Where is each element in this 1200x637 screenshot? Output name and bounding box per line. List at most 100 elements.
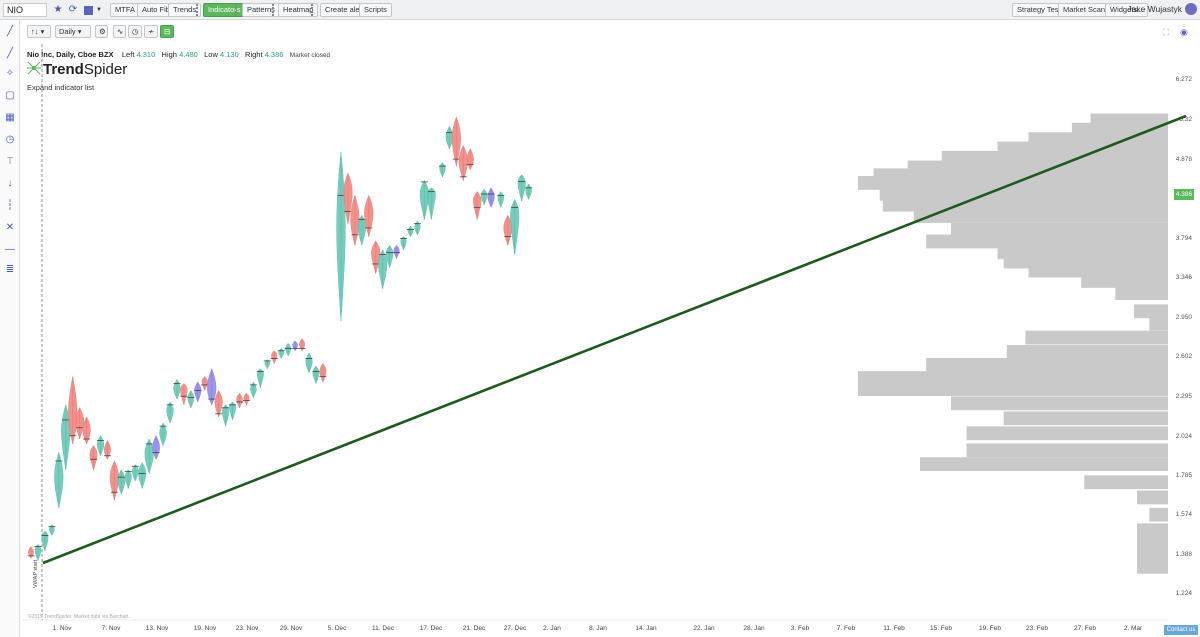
- mtfa-button[interactable]: MTFA: [110, 3, 140, 17]
- fill-tool-icon[interactable]: ▦: [5, 112, 15, 123]
- create-alert-button[interactable]: Create alert: [320, 3, 370, 17]
- y-tick-label: 3.346: [1176, 274, 1193, 281]
- candle: [451, 116, 461, 167]
- candle: [109, 460, 119, 501]
- contact-us-button[interactable]: Contact us: [1164, 625, 1198, 635]
- candle: [144, 438, 154, 475]
- right-value: 4.386: [264, 50, 284, 59]
- volume-profile-bar: [920, 457, 1168, 472]
- heatmap-button[interactable]: Heatmap: [278, 3, 319, 17]
- fib-tool-icon[interactable]: ≣: [5, 264, 15, 275]
- candle: [229, 401, 236, 421]
- candle: [54, 451, 64, 509]
- y-tick-label: 1.388: [1176, 551, 1193, 558]
- expand-indicator-list-link[interactable]: Expand indicator list: [27, 83, 95, 92]
- candle: [250, 381, 257, 399]
- copyright-text: ©2019 TrendSpider. Market data via Barch…: [28, 614, 130, 620]
- chevron-down-icon[interactable]: ▼: [96, 7, 102, 13]
- volume-profile-bar: [907, 160, 1168, 175]
- candle: [68, 376, 78, 444]
- patterns-menu-icon[interactable]: [272, 4, 274, 16]
- layout-toggle-icon[interactable]: ⊟: [160, 25, 174, 38]
- candle: [312, 365, 320, 385]
- candle: [378, 249, 388, 289]
- volume-profile-bar: [1137, 536, 1168, 551]
- timeframe-select[interactable]: Daily ▾: [55, 25, 91, 38]
- candle: [187, 390, 195, 409]
- left-label: Left: [121, 50, 135, 59]
- trendline-tool-icon[interactable]: ╱: [6, 26, 14, 37]
- indicators-menu-icon[interactable]: [235, 4, 237, 16]
- volume-profile-bar: [858, 176, 1168, 190]
- volume-profile-bar: [951, 222, 1168, 237]
- x-axis-ticks: 1. Nov 7. Nov 13. Nov 19. Nov 23. Nov 29. Nov…: [53, 625, 1185, 632]
- volume-profile-bar: [879, 186, 1168, 201]
- candle: [75, 407, 85, 440]
- symbol-search-input[interactable]: [3, 3, 47, 17]
- candles-group: [27, 116, 533, 562]
- candle: [41, 530, 49, 553]
- scripts-button[interactable]: Scripts: [359, 3, 392, 17]
- indicators-button[interactable]: Indicators: [203, 3, 246, 17]
- volume-profile-bar: [1149, 507, 1168, 522]
- crosshair-tool-icon[interactable]: ✕: [5, 222, 15, 233]
- rectangle-tool-icon[interactable]: ▢: [5, 90, 15, 101]
- magic-wand-tool-icon[interactable]: ✧: [5, 68, 15, 79]
- chart-type-button[interactable]: ↑↓ ▾: [27, 25, 51, 38]
- user-name[interactable]: Jake Wujastyk: [1127, 4, 1182, 14]
- support-trendline[interactable]: [42, 114, 1187, 565]
- x-tick-label: 3. Feb: [791, 625, 810, 632]
- horizontal-line-tool-icon[interactable]: —: [5, 244, 15, 255]
- clock-toggle-icon[interactable]: ◷: [128, 25, 142, 38]
- y-tick-label: 2.295: [1176, 393, 1193, 400]
- volume-profile-bar: [913, 209, 1168, 223]
- ray-tool-icon[interactable]: ╱: [6, 48, 14, 59]
- x-tick-label: 15. Feb: [930, 625, 952, 632]
- candle: [503, 214, 513, 247]
- trendspider-logo: TrendSpider: [27, 61, 127, 79]
- x-tick-label: 27. Dec: [504, 625, 527, 632]
- patterns-button[interactable]: Patterns: [242, 3, 280, 17]
- settings-gear-icon[interactable]: ⚙: [95, 25, 108, 38]
- candle: [236, 392, 243, 409]
- heatmap-menu-icon[interactable]: [311, 4, 313, 16]
- user-avatar-icon[interactable]: [1185, 3, 1197, 15]
- clock-tool-icon[interactable]: ◷: [5, 134, 15, 145]
- volume-profile-bar: [1028, 132, 1168, 147]
- trends-menu-icon[interactable]: [196, 4, 198, 16]
- arrow-down-tool-icon[interactable]: ↓: [7, 178, 13, 189]
- candle: [194, 381, 202, 403]
- candle: [419, 179, 429, 220]
- volume-profile-bar: [966, 443, 1168, 458]
- candle: [487, 187, 495, 208]
- text-tool-icon[interactable]: T: [6, 156, 14, 167]
- candle: [49, 524, 55, 536]
- wave-toggle-icon[interactable]: ∿: [113, 25, 126, 38]
- low-label: Low: [204, 50, 218, 59]
- camera-icon[interactable]: ◉: [1180, 27, 1188, 37]
- x-tick-label: 21. Dec: [463, 625, 486, 632]
- candle: [517, 174, 526, 202]
- high-label: High: [161, 50, 177, 59]
- volume-profile-bar: [997, 141, 1168, 156]
- y-tick-label: 3.794: [1176, 235, 1193, 242]
- refresh-icon[interactable]: ⟳: [68, 4, 78, 15]
- trends-button[interactable]: Trends: [168, 3, 202, 17]
- pattern-toggle-icon[interactable]: ≁: [144, 25, 158, 38]
- candle: [458, 145, 468, 182]
- candle: [285, 343, 292, 357]
- candle: [439, 162, 446, 178]
- vertical-line-tool-icon[interactable]: ┆: [6, 200, 14, 211]
- strategy-tester-button[interactable]: Strategy Tester: [1012, 3, 1073, 17]
- color-swatch-icon[interactable]: [84, 6, 93, 15]
- y-tick-label: 6.272: [1176, 76, 1193, 83]
- candle: [319, 363, 327, 383]
- candle: [166, 401, 174, 424]
- candle: [138, 462, 147, 490]
- star-icon[interactable]: ★: [53, 4, 63, 15]
- y-tick-label: 5.32: [1179, 116, 1192, 123]
- widgets-button[interactable]: Widgets...: [1105, 3, 1149, 17]
- fullscreen-icon[interactable]: ⛶: [1163, 27, 1170, 37]
- candle: [173, 378, 181, 400]
- candle: [221, 404, 230, 428]
